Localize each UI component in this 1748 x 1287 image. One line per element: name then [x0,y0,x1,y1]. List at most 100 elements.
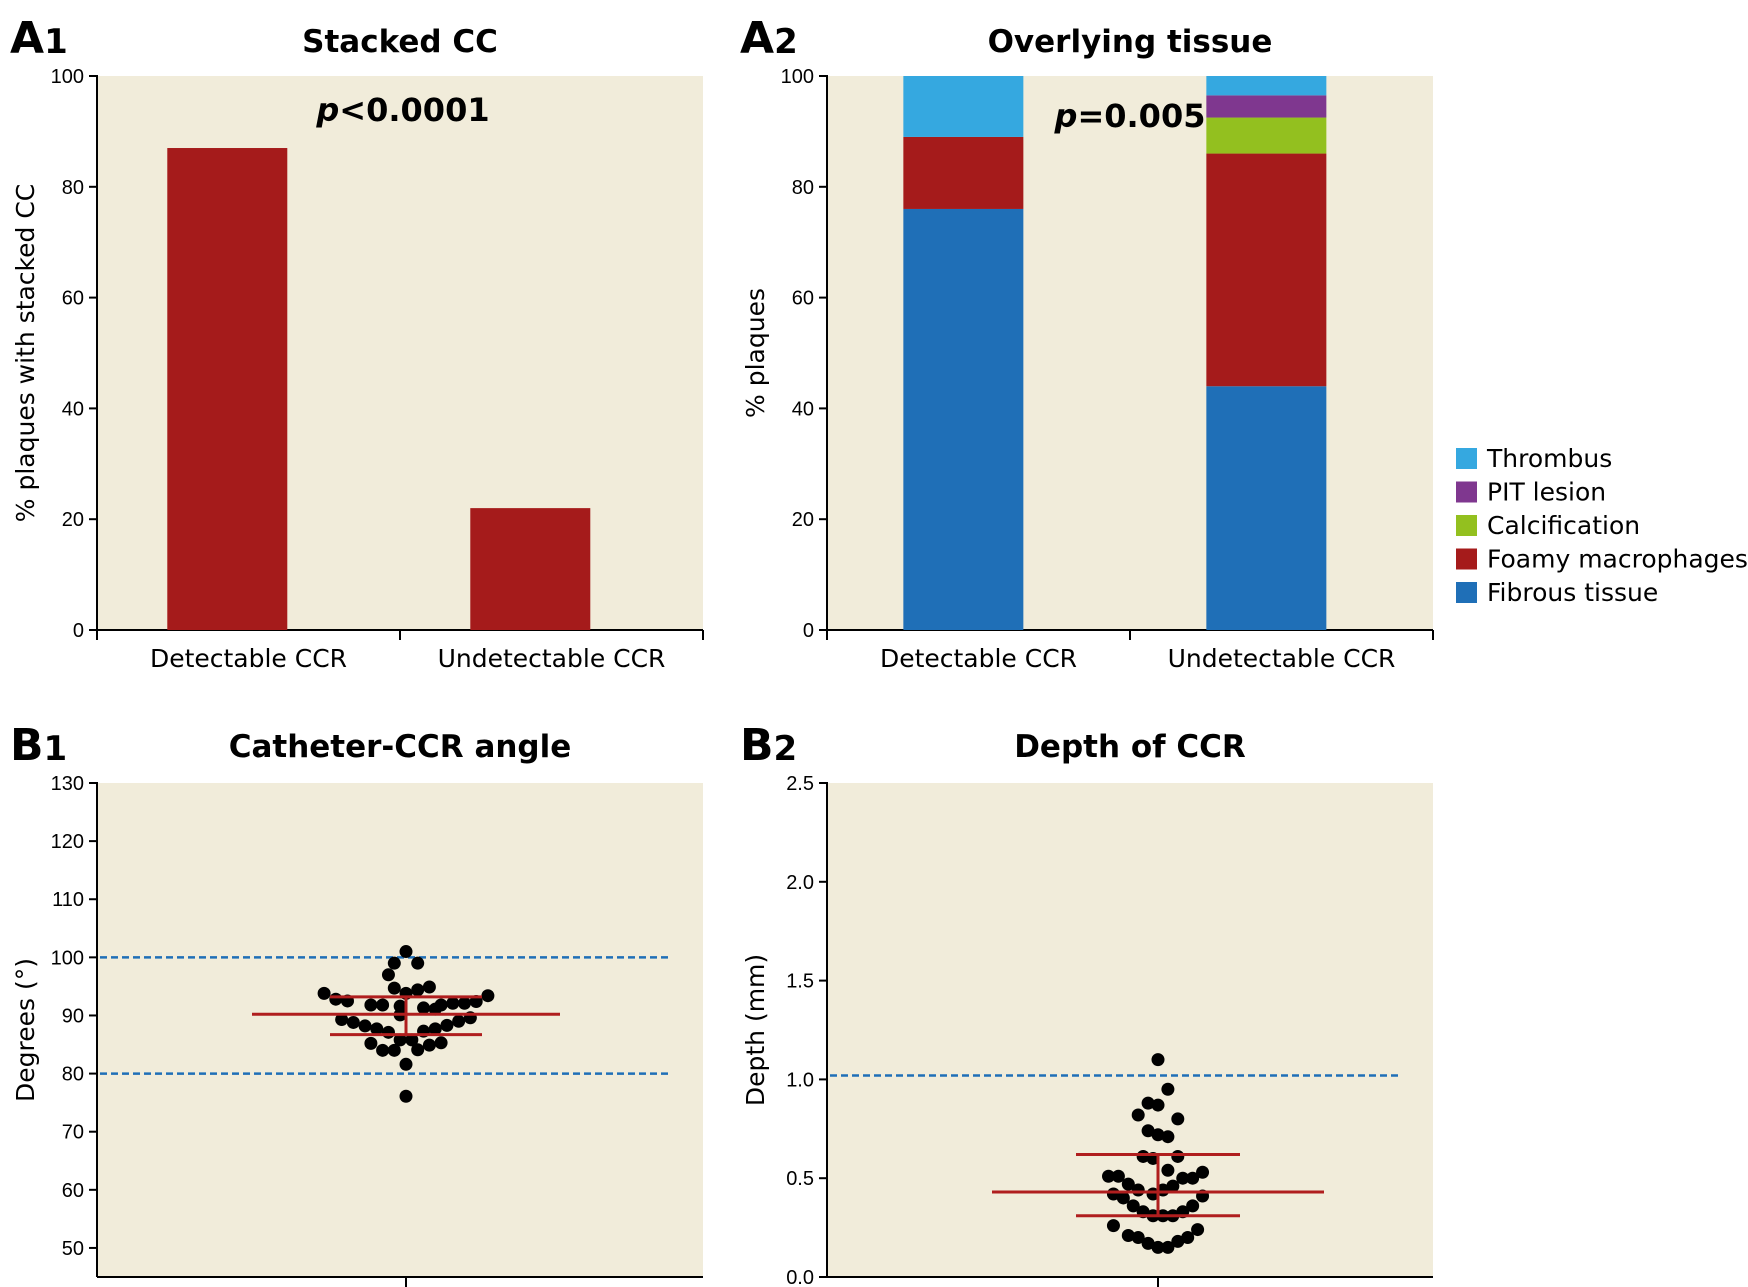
data-point [376,998,390,1012]
y-tick-label: 60 [62,1180,84,1202]
data-point [411,956,425,970]
data-point [440,1018,454,1032]
y-tick-label: 20 [792,509,814,531]
data-point [387,981,401,995]
y-axis-label: % plaques with stacked CC [11,184,40,522]
legend-swatch [1456,481,1477,503]
data-point [1166,1179,1180,1193]
p-symbol: p [1054,97,1078,135]
data-point [1126,1199,1140,1213]
x-category-label: Undetectable CCR [438,644,666,673]
data-point [399,1089,413,1103]
data-point [1161,1082,1175,1096]
panel-b2: B2 Depth of CCR 0.0 0.5 1.0 1.5 2.0 2.5 Depth (m… [740,720,1433,1287]
legend-swatch [1456,548,1477,570]
panel-number: 2 [774,22,798,62]
data-point [417,1001,431,1015]
panel-number: 2 [774,729,798,769]
y-tick-label: 50 [62,1238,84,1260]
y-tick-label: 60 [62,288,84,310]
data-point [376,1043,390,1057]
panel-b1: B1 Catheter-CCR angle 50 60 70 80 90 100 110 120 1… [10,720,703,1287]
panel-letter: B [740,720,774,771]
y-tick-label: 0.5 [786,1168,814,1190]
data-point [428,1022,442,1036]
data-point [1186,1171,1200,1185]
legend-label: Thrombus [1486,444,1612,473]
x-category-label: Undetectable CCR [1168,644,1396,673]
panel-a1: A1 Stacked CC 0 20 40 60 80 100 % plaques with s… [10,13,704,673]
y-tick-label: 60 [792,288,814,310]
data-point [405,1033,419,1047]
data-point [329,992,343,1006]
data-point [1151,1128,1165,1142]
data-point [364,1036,378,1050]
y-tick-label: 80 [62,177,84,199]
x-category-label: Detectable CCR [880,644,1077,673]
data-point [1176,1171,1190,1185]
y-tick-label: 0 [73,620,84,642]
plot-area [827,783,1433,1277]
plot-area [97,783,703,1277]
data-point [387,1043,401,1057]
data-point [1131,1183,1145,1197]
data-point [452,1014,466,1028]
y-tick-label: 40 [792,398,814,420]
legend-swatch [1456,448,1477,469]
data-point [346,1015,360,1029]
y-tick-label: 80 [792,177,814,199]
data-point [1121,1229,1135,1243]
y-tick-label: 120 [51,831,84,853]
y-tick-label: 2.5 [786,773,814,795]
stacked-segment-foamy-macrophages [903,136,1024,209]
data-point [317,986,331,1000]
chart-title: Stacked CC [302,24,498,60]
y-tick-label: 0 [803,620,814,642]
data-point [1141,1124,1155,1138]
panel-label: A2 [740,13,798,64]
y-tick-label: 80 [62,1064,84,1086]
data-point [1161,1163,1175,1177]
y-axis-label: Degrees (°) [11,958,40,1102]
y-tick-label: 2.0 [786,872,814,894]
p-value-annotation: p=0.005 [1054,97,1206,135]
data-point [399,1057,413,1071]
y-tick-label: 40 [62,398,84,420]
data-point [1131,1108,1145,1122]
bar [470,508,591,630]
panel-label: A1 [10,13,68,64]
data-point [381,968,395,982]
legend-label: Calcification [1487,511,1640,540]
p-value-annotation: p<0.0001 [315,91,489,129]
p-symbol: p [315,91,339,129]
data-point [1171,1112,1185,1126]
data-point [1196,1165,1210,1179]
panel-a2: A2 Overlying tissue 0 20 40 60 80 100 % plaques D… [740,13,1748,673]
stacked-segment-fibrous-tissue [903,208,1024,630]
x-category-label: Detectable CCR [150,644,347,673]
y-tick-label: 90 [62,1005,84,1027]
stacked-segment-pit-lesion [1206,95,1327,118]
legend-swatch [1456,582,1477,603]
data-point [335,1013,349,1027]
data-point [358,1019,372,1033]
data-point [1171,1234,1185,1248]
panel-letter: A [740,13,774,64]
p-value-text: <0.0001 [339,91,489,129]
y-tick-label: 100 [781,66,814,88]
chart-title: Depth of CCR [1014,729,1246,765]
legend-swatch [1456,515,1477,536]
data-point [399,945,413,959]
data-point [1106,1219,1120,1233]
data-point [1131,1230,1145,1244]
data-point [1121,1177,1135,1191]
data-point [428,1002,442,1016]
data-point [1171,1149,1185,1163]
stacked-segment-calcification [1206,117,1327,154]
data-point [434,1036,448,1050]
legend: Thrombus PIT lesion Calcification Foamy mac… [1456,444,1748,607]
panel-label: B2 [740,720,797,771]
y-axis-label: Depth (mm) [741,954,770,1106]
data-point [1161,1130,1175,1144]
